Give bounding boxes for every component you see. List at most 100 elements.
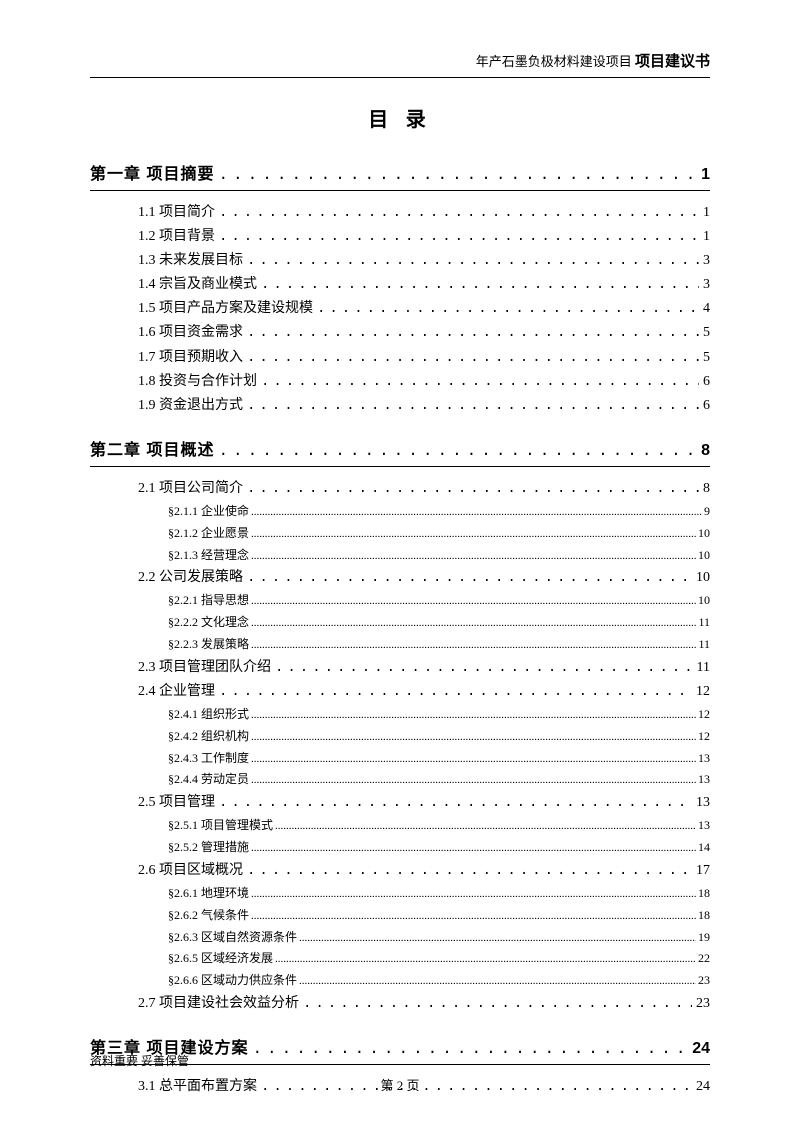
section-page: 5 bbox=[703, 346, 710, 369]
dot-leader: ........................................… bbox=[219, 202, 699, 225]
toc-subsection-row: §2.2.1 指导思想.............................… bbox=[90, 590, 710, 612]
section-label: 1.6 项目资金需求 bbox=[138, 321, 243, 344]
dot-leader: ........................................… bbox=[261, 274, 699, 297]
dot-leader: ........................................… bbox=[218, 442, 697, 460]
subsection-page: 23 bbox=[698, 970, 710, 992]
toc-section-row: 1.9 资金退出方式..............................… bbox=[90, 394, 710, 418]
header-project-name: 年产石墨负极材料建设项目 bbox=[476, 54, 632, 69]
section-page: 3 bbox=[703, 273, 710, 296]
section-page: 3 bbox=[703, 249, 710, 272]
subsection-page: 9 bbox=[704, 501, 710, 523]
section-label: 1.5 项目产品方案及建设规模 bbox=[138, 297, 313, 320]
section-page: 11 bbox=[697, 656, 710, 679]
dot-leader: ........................................… bbox=[275, 950, 696, 970]
toc-subsection-row: §2.5.1 项目管理模式...........................… bbox=[90, 815, 710, 837]
dot-leader: ........................................… bbox=[299, 972, 696, 992]
subsection-label: §2.4.4 劳动定员 bbox=[168, 769, 249, 791]
subsection-page: 10 bbox=[698, 545, 710, 567]
dot-leader: ........................................… bbox=[251, 503, 702, 523]
dot-leader: ........................................… bbox=[251, 728, 696, 748]
toc-section-row: 1.6 项目资金需求..............................… bbox=[90, 321, 710, 345]
subsection-label: §2.4.3 工作制度 bbox=[168, 748, 249, 770]
toc-section-row: 2.1 项目公司简介..............................… bbox=[90, 477, 710, 501]
toc-subsection-row: §2.5.2 管理措施.............................… bbox=[90, 837, 710, 859]
toc-subsection-row: §2.4.2 组织机构.............................… bbox=[90, 726, 710, 748]
dot-leader: ........................................… bbox=[247, 250, 699, 273]
dot-leader: ........................................… bbox=[275, 657, 693, 680]
section-page: 1 bbox=[703, 201, 710, 224]
dot-leader: ........................................… bbox=[251, 614, 696, 634]
dot-leader: ........................................… bbox=[219, 226, 699, 249]
toc-title: 目 录 bbox=[90, 103, 710, 132]
subsection-label: §2.2.2 文化理念 bbox=[168, 612, 249, 634]
dot-leader: ........................................… bbox=[219, 792, 692, 815]
subsection-label: §2.4.1 组织形式 bbox=[168, 704, 249, 726]
dot-leader: ........................................… bbox=[251, 885, 696, 905]
chapter-page: 8 bbox=[701, 442, 710, 460]
section-label: 1.3 未来发展目标 bbox=[138, 249, 243, 272]
toc-subsection-row: §2.6.3 区域自然资源条件.........................… bbox=[90, 927, 710, 949]
footer-page-number: 第 2 页 bbox=[90, 1075, 710, 1094]
subsection-page: 13 bbox=[698, 815, 710, 837]
dot-leader: ........................................… bbox=[247, 567, 692, 590]
toc-subsection-row: §2.2.2 文化理念.............................… bbox=[90, 612, 710, 634]
dot-leader: ........................................… bbox=[247, 478, 699, 501]
toc-section-row: 2.2 公司发展策略..............................… bbox=[90, 566, 710, 590]
dot-leader: ........................................… bbox=[247, 322, 699, 345]
subsection-page: 10 bbox=[698, 590, 710, 612]
section-page: 12 bbox=[696, 680, 710, 703]
section-label: 2.2 公司发展策略 bbox=[138, 566, 243, 589]
toc-chapter-row: 第一章 项目摘要................................… bbox=[90, 160, 710, 191]
subsection-page: 11 bbox=[698, 634, 710, 656]
toc-section-row: 2.5 项目管理................................… bbox=[90, 791, 710, 815]
chapter-page: 1 bbox=[701, 166, 710, 184]
dot-leader: ........................................… bbox=[247, 395, 699, 418]
dot-leader: ........................................… bbox=[299, 929, 696, 949]
toc-section-row: 2.6 项目区域概况..............................… bbox=[90, 859, 710, 883]
toc-section-row: 2.3 项目管理团队介绍............................… bbox=[90, 656, 710, 680]
section-label: 1.7 项目预期收入 bbox=[138, 346, 243, 369]
section-label: 1.9 资金退出方式 bbox=[138, 394, 243, 417]
toc-section-row: 1.8 投资与合作计划.............................… bbox=[90, 370, 710, 394]
dot-leader: ........................................… bbox=[317, 298, 699, 321]
chapter-label: 第一章 项目摘要 bbox=[90, 160, 214, 184]
dot-leader: ........................................… bbox=[251, 706, 696, 726]
subsection-page: 19 bbox=[698, 927, 710, 949]
subsection-label: §2.2.3 发展策略 bbox=[168, 634, 249, 656]
toc-container: 第一章 项目摘要................................… bbox=[90, 160, 710, 1099]
section-label: 2.1 项目公司简介 bbox=[138, 477, 243, 500]
section-label: 2.3 项目管理团队介绍 bbox=[138, 656, 271, 679]
subsection-label: §2.6.1 地理环境 bbox=[168, 883, 249, 905]
section-label: 2.6 项目区域概况 bbox=[138, 859, 243, 882]
section-page: 13 bbox=[696, 791, 710, 814]
dot-leader: ........................................… bbox=[251, 907, 696, 927]
toc-subsection-row: §2.6.5 区域经济发展...........................… bbox=[90, 948, 710, 970]
toc-subsection-row: §2.4.3 工作制度.............................… bbox=[90, 748, 710, 770]
toc-chapter-row: 第二章 项目概述................................… bbox=[90, 436, 710, 467]
section-page: 17 bbox=[696, 859, 710, 882]
toc-subsection-row: §2.4.1 组织形式.............................… bbox=[90, 704, 710, 726]
toc-chapter-block: 第一章 项目摘要................................… bbox=[90, 160, 710, 418]
dot-leader: ........................................… bbox=[251, 636, 696, 656]
subsection-page: 12 bbox=[698, 704, 710, 726]
subsection-label: §2.5.2 管理措施 bbox=[168, 837, 249, 859]
subsection-label: §2.1.2 企业愿景 bbox=[168, 523, 249, 545]
section-page: 1 bbox=[703, 225, 710, 248]
subsection-label: §2.2.1 指导思想 bbox=[168, 590, 249, 612]
toc-subsection-row: §2.2.3 发展策略.............................… bbox=[90, 634, 710, 656]
dot-leader: ........................................… bbox=[261, 371, 699, 394]
section-label: 1.4 宗旨及商业模式 bbox=[138, 273, 257, 296]
header-doc-title: 项目建议书 bbox=[635, 54, 710, 70]
section-page: 5 bbox=[703, 321, 710, 344]
chapter-label: 第二章 项目概述 bbox=[90, 436, 214, 460]
toc-section-row: 2.7 项目建设社会效益分析..........................… bbox=[90, 992, 710, 1016]
subsection-label: §2.6.5 区域经济发展 bbox=[168, 948, 273, 970]
subsection-label: §2.6.2 气候条件 bbox=[168, 905, 249, 927]
page-header: 年产石墨负极材料建设项目 项目建议书 bbox=[90, 50, 710, 78]
section-page: 10 bbox=[696, 566, 710, 589]
toc-section-row: 1.1 项目简介................................… bbox=[90, 201, 710, 225]
subsection-label: §2.6.3 区域自然资源条件 bbox=[168, 927, 297, 949]
section-page: 8 bbox=[703, 477, 710, 500]
toc-section-row: 2.4 企业管理................................… bbox=[90, 680, 710, 704]
section-page: 4 bbox=[703, 297, 710, 320]
